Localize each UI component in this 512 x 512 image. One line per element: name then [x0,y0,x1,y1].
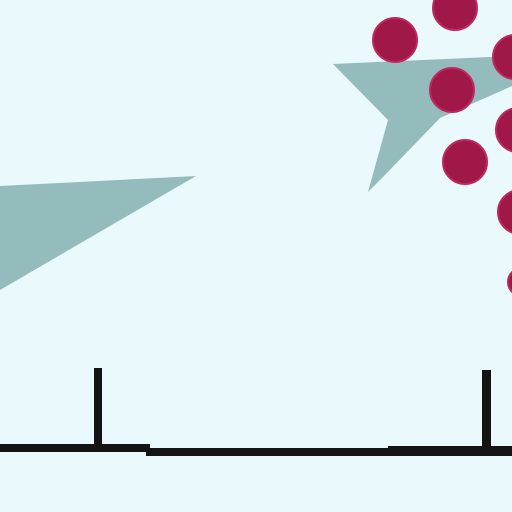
left-shard [0,176,196,290]
orb [442,139,488,185]
orb [492,34,512,80]
ground [0,444,512,456]
orb [429,67,475,113]
orb-cluster [372,0,512,294]
orb [497,190,512,234]
orb [432,0,478,31]
orb [372,17,418,63]
ground-segment [0,444,150,452]
orb [507,270,512,294]
posts [94,368,491,450]
post-right [482,370,491,450]
ground-segment [388,446,512,456]
orb [495,107,512,153]
post-left [94,368,102,448]
ground-segment [146,448,392,456]
